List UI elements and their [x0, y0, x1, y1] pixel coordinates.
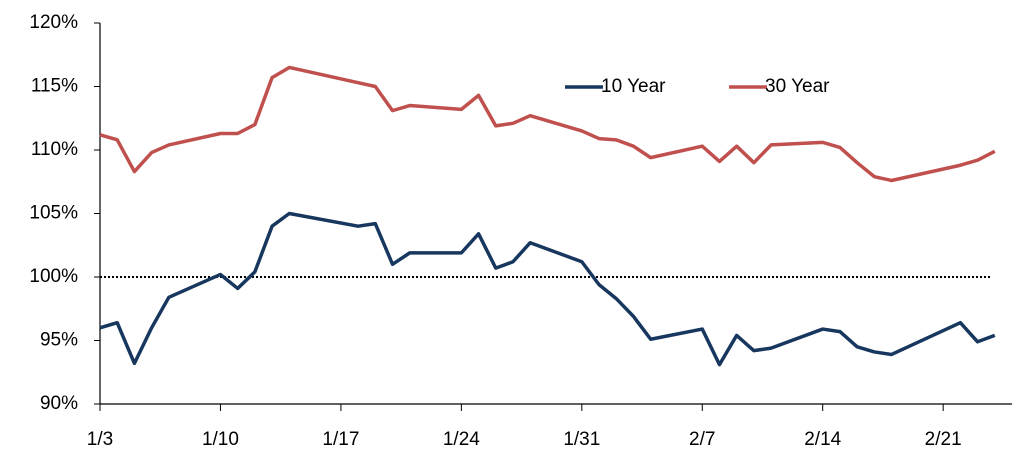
y-tick-label: 95%	[40, 330, 78, 351]
x-tick-label: 1/24	[443, 429, 480, 450]
x-tick-label: 1/10	[202, 429, 239, 450]
x-tick-label: 2/21	[925, 429, 962, 450]
y-tick-label: 110%	[31, 139, 78, 160]
x-tick-label: 1/3	[87, 429, 113, 450]
legend-label: 30 Year	[765, 76, 830, 97]
series-line	[99, 211, 996, 367]
x-tick-label: 2/14	[804, 429, 841, 450]
y-tick-label: 115%	[31, 76, 78, 97]
x-tick-label: 1/17	[322, 429, 359, 450]
series-line	[99, 65, 996, 183]
y-tick-label: 105%	[29, 203, 78, 224]
y-tick-label: 90%	[40, 393, 78, 414]
x-tick-label: 2/7	[689, 429, 715, 450]
y-tick-label: 120%	[29, 12, 78, 33]
x-tick-label: 1/31	[563, 429, 600, 450]
legend-label: 10 Year	[601, 76, 666, 97]
y-tick-label: 100%	[29, 266, 78, 287]
